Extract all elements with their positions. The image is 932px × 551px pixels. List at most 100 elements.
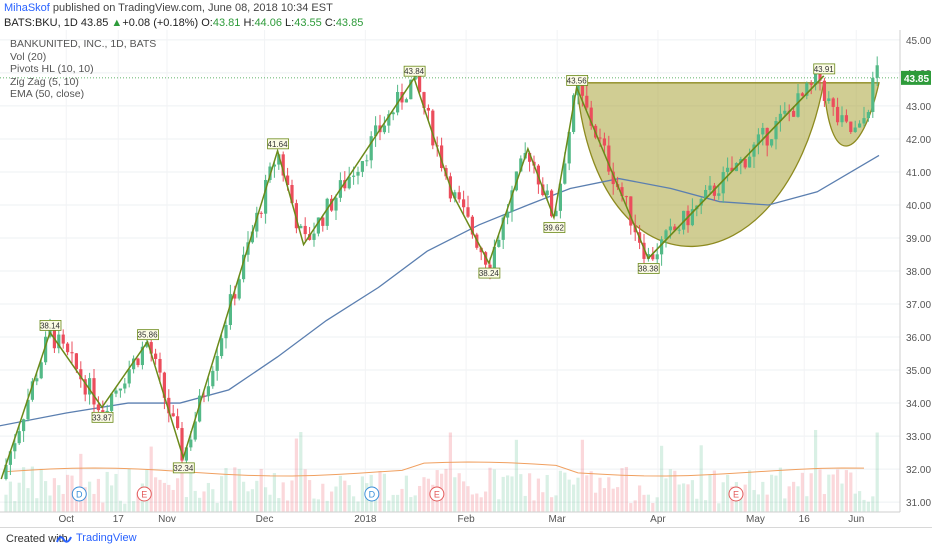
volume-bar [343, 480, 347, 512]
candle-body [871, 77, 875, 113]
volume-bar [206, 482, 210, 512]
legend-title[interactable]: BANKUNITED, INC., 1D, BATS [10, 38, 157, 50]
volume-bar [74, 490, 78, 512]
legend-pivots[interactable]: Pivots HL (10, 10) [10, 63, 94, 75]
y-axis[interactable]: 31.00 32.00 33.00 34.00 35.00 36.00 37.00 38.00… [899, 30, 931, 512]
volume-bar [167, 484, 171, 512]
candle-body [4, 464, 8, 479]
candle-body [704, 189, 708, 199]
candle-body [176, 416, 180, 429]
volume-ma-line [5, 461, 865, 477]
x-axis[interactable]: Oct 17 Nov Dec 2018 Feb Mar Apr May 16 Jun [0, 511, 900, 525]
candle-body [343, 180, 347, 189]
candle-body [651, 254, 655, 260]
y-tick-label: 35.00 [906, 366, 931, 377]
volume-bar [721, 482, 725, 512]
volume-bar [576, 477, 580, 512]
volume-bar [356, 501, 360, 512]
volume-bar [805, 496, 809, 512]
pivot-label-box [91, 411, 114, 423]
candle-body [22, 419, 26, 432]
volume-bar [818, 469, 822, 512]
current-price-label: 43.85 [904, 74, 929, 85]
legend-ema[interactable]: EMA (50, close) [10, 88, 85, 100]
candle-body [321, 217, 325, 226]
candle-body [580, 83, 584, 96]
candle-body [206, 386, 210, 397]
candle-body [74, 353, 78, 370]
candle-body [66, 343, 70, 353]
volume-bar [514, 439, 518, 512]
candle-body [466, 207, 470, 217]
volume-bar [554, 495, 558, 512]
pivot-label: 39.62 [544, 224, 565, 233]
candle-body [220, 338, 224, 357]
publish-text: published on TradingView.com, June 08, 2… [52, 2, 333, 14]
candle-body [510, 190, 514, 212]
author-link[interactable]: MihaSkof [4, 2, 50, 14]
candle-body [167, 397, 171, 414]
candle-body [607, 145, 611, 172]
candle-body [844, 115, 848, 122]
x-tick-label: Nov [158, 514, 176, 525]
candle-body [127, 369, 131, 384]
y-tick-label: 32.00 [906, 465, 931, 476]
candle-body [382, 125, 386, 133]
volume-bar [488, 467, 492, 512]
tradingview-brand[interactable]: TradingView [76, 532, 137, 544]
volume-bar [374, 495, 378, 512]
volume-bar [580, 439, 584, 512]
pivot-label-box [267, 138, 289, 150]
volume-bar [250, 489, 254, 512]
volume-bar [585, 475, 589, 512]
legend-vol[interactable]: Vol (20) [10, 50, 47, 63]
volume-bar [752, 490, 756, 512]
candle-body [39, 362, 43, 379]
y-tick-label: 40.00 [906, 201, 931, 212]
x-tick-label: Oct [58, 514, 74, 525]
candle-body [572, 95, 576, 132]
volume-bar [162, 482, 166, 512]
volume-bar [479, 497, 483, 512]
volume-bar [523, 495, 527, 512]
y-tick-label: 39.00 [906, 234, 931, 245]
volume-bar [101, 502, 105, 512]
volume-bar [572, 484, 576, 512]
volume-bar [704, 500, 708, 512]
volume-bar [246, 491, 250, 512]
volume-bar [277, 498, 281, 512]
volume-bar [510, 476, 514, 512]
x-tick-label: Jun [848, 514, 864, 525]
pivot-label-box [137, 329, 159, 341]
candle-body [17, 431, 21, 444]
x-tick-label: 16 [799, 514, 811, 525]
volume-bar [853, 493, 857, 512]
candle-body [585, 95, 589, 108]
candle-body [8, 451, 12, 465]
volume-bar [158, 479, 162, 512]
volume-bar [453, 477, 457, 512]
candle-body [545, 190, 549, 196]
candle-body [690, 209, 694, 226]
candle-body [79, 369, 83, 380]
legend-zigzag[interactable]: Zig Zag (5, 10) [10, 75, 79, 88]
tradingview-logo-icon [56, 536, 72, 543]
pivot-label-box [637, 263, 660, 274]
candle-body [277, 154, 281, 165]
candle-body [35, 378, 39, 382]
candle-body [422, 92, 426, 108]
pivot-label: 35.86 [138, 331, 159, 340]
volume-bar [83, 487, 87, 512]
candle-body [611, 171, 615, 185]
candle-body [365, 160, 369, 162]
volume-bar [717, 503, 721, 512]
volume-bar [673, 470, 677, 512]
volume-bar [88, 481, 92, 512]
candle-body [862, 118, 866, 124]
volume-bar [237, 469, 241, 512]
volume-bar [171, 489, 175, 512]
volume-bar [448, 432, 452, 512]
candle-body [193, 421, 197, 440]
volume-bar [646, 494, 650, 512]
